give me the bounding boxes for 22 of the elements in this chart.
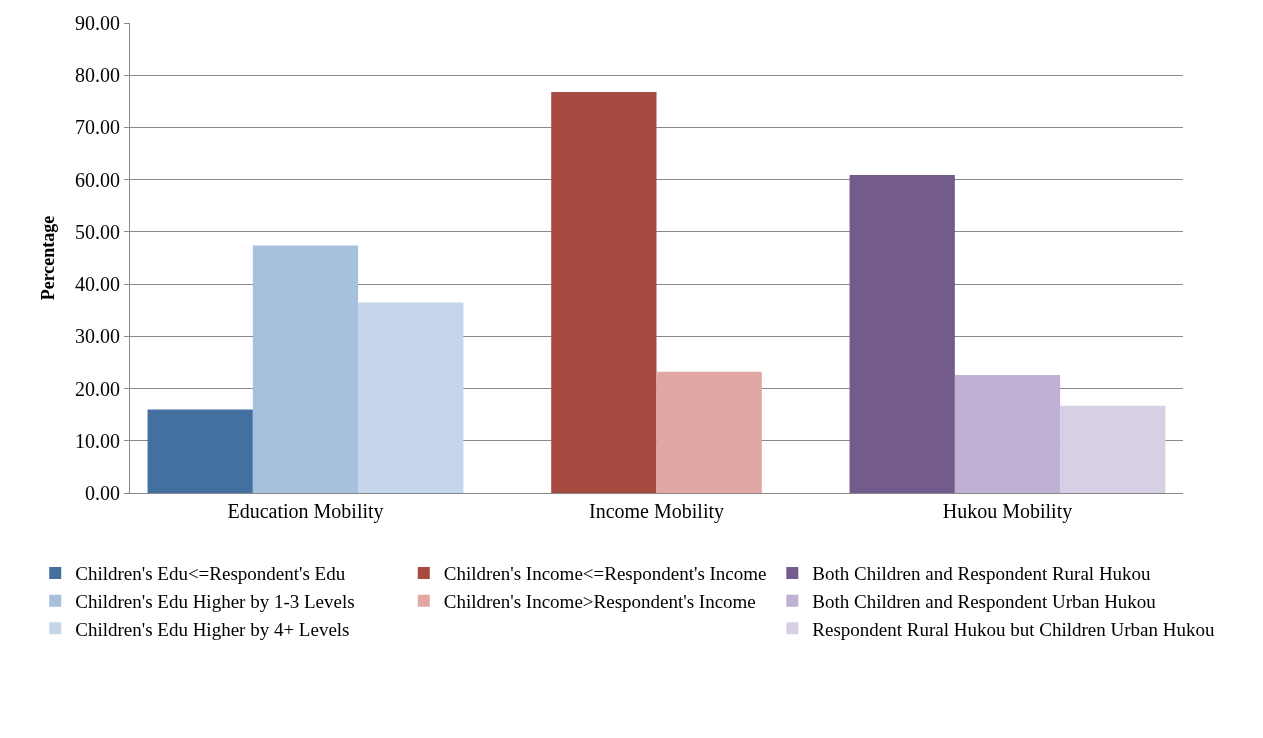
x-tick-label: Education Mobility xyxy=(227,500,384,523)
legend-label: Children's Income>Respondent's Income xyxy=(443,591,756,613)
y-tick-label: 60.00 xyxy=(75,168,120,191)
y-tick-label: 80.00 xyxy=(75,64,120,87)
legend-label: Children's Edu Higher by 4+ Levels xyxy=(75,618,350,640)
legend-label: Children's Edu<=Respondent's Edu xyxy=(75,563,346,585)
y-axis-title: Percentage xyxy=(38,215,59,301)
legend-label: Both Children and Respondent Rural Hukou xyxy=(812,563,1152,585)
legend-label: Respondent Rural Hukou but Children Urban Hukou xyxy=(812,618,1215,640)
y-tick-label: 50.00 xyxy=(75,220,120,243)
y-tick-label: 10.00 xyxy=(75,429,120,452)
y-tick-label: 70.00 xyxy=(75,116,120,139)
y-tick-label: 30.00 xyxy=(75,325,120,348)
y-tick-label: 90.00 xyxy=(75,12,120,34)
legend-label: Both Children and Respondent Urban Hukou xyxy=(812,591,1157,613)
y-tick-label: 40.00 xyxy=(75,273,120,296)
legend-label: Children's Income<=Respondent's Income xyxy=(443,563,767,585)
x-tick-label: Hukou Mobility xyxy=(942,500,1073,523)
x-tick-label: Income Mobility xyxy=(589,500,724,523)
y-tick-label: 20.00 xyxy=(75,377,120,400)
legend-label: Children's Edu Higher by 1-3 Levels xyxy=(75,591,355,613)
y-tick-label: 0.00 xyxy=(85,482,120,504)
